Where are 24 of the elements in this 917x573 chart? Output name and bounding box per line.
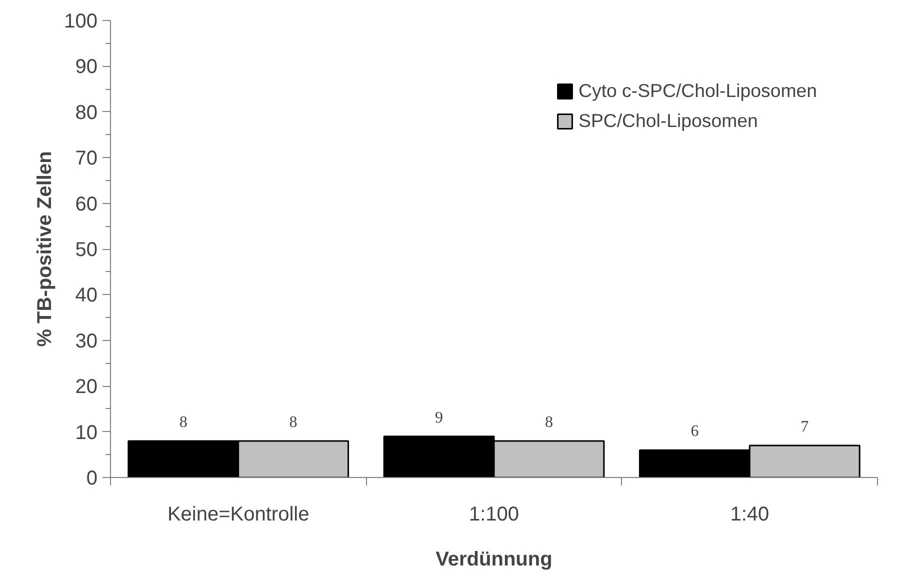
data-label: 6 (690, 423, 699, 440)
y-tick-label: 60 (75, 193, 98, 216)
x-axis-title: Verdünnung (436, 548, 552, 570)
data-label: 7 (800, 418, 809, 436)
y-tick-label: 80 (75, 102, 98, 124)
y-tick-label: 50 (75, 239, 98, 261)
y-tick-label: 30 (75, 330, 98, 352)
data-label: 8 (179, 414, 188, 431)
x-tick-label: 1:100 (468, 504, 520, 526)
data-label: 8 (544, 414, 553, 431)
y-tick-label: 90 (75, 56, 98, 78)
legend-label: SPC/Chol-Liposomen (578, 110, 758, 132)
data-label: 9 (435, 409, 444, 426)
y-tick-label: 100 (64, 10, 98, 32)
y-tick-label: 20 (75, 376, 98, 398)
x-tick-label: 1:40 (730, 504, 770, 526)
y-axis-title: % TB-positive Zellen (34, 151, 56, 347)
y-tick-label: 70 (75, 148, 98, 170)
y-tick-label: 10 (75, 422, 98, 444)
y-tick-label: 40 (75, 284, 98, 307)
legend-label: Cyto c-SPC/Chol-Liposomen (578, 80, 817, 102)
x-tick-label: Keine=Kontrolle (167, 504, 310, 526)
y-tick-label: 0 (86, 468, 98, 490)
data-label: 8 (289, 414, 298, 431)
